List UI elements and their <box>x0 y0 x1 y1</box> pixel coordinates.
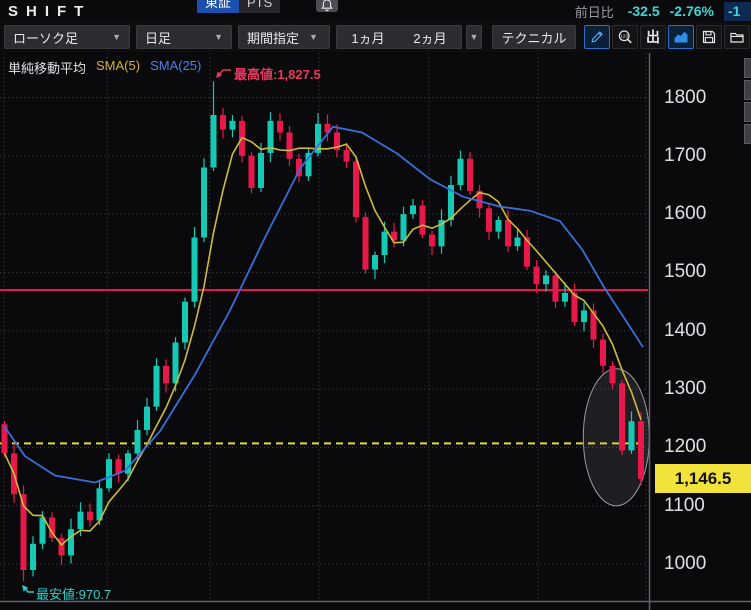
high-price-annotation: 最高値:1,827.5 <box>234 67 321 82</box>
period-1month-button[interactable]: 1ヵ月 <box>351 30 385 46</box>
period-select-button[interactable]: 期間指定 ▼ <box>238 25 330 49</box>
chart-type-select[interactable]: ローソク足 ▼ <box>4 25 130 49</box>
zoom-control-button[interactable] <box>744 124 751 144</box>
chart-style-button[interactable] <box>668 25 694 49</box>
timeframe-value: 日足 <box>145 30 172 46</box>
legend-sma5: SMA(5) <box>96 58 141 73</box>
low-price-annotation: 最安値:970.7 <box>36 587 112 602</box>
draw-tool-button[interactable] <box>584 25 610 49</box>
stock-name: SHIFT <box>8 3 92 20</box>
svg-text:123: 123 <box>620 33 628 38</box>
pencil-icon <box>591 31 603 43</box>
chart-toolbar: ローソク足 ▼ 日足 ▼ 期間指定 ▼ 1ヵ月 2ヵ月 ▼ テクニカル <box>0 22 751 52</box>
y-axis-label: 1300 <box>664 378 707 400</box>
market-tab-tse[interactable]: 東証 <box>197 0 240 13</box>
zoom-control-button[interactable] <box>744 80 751 100</box>
search-123-icon: 123 <box>618 29 632 43</box>
chart-type-value: ローソク足 <box>13 30 79 46</box>
prev-day-change-value: -32.5 <box>627 3 660 19</box>
y-axis-label: 1200 <box>664 436 707 458</box>
save-chart-button[interactable] <box>696 25 722 49</box>
chevron-down-icon: ▼ <box>214 32 223 42</box>
clipped-change-badge: -1 <box>724 1 751 21</box>
export-button[interactable]: 出 <box>640 25 666 49</box>
area-chart-icon <box>674 31 688 43</box>
prev-day-change-group: 前日比 -32.5 -2.76% -1 <box>575 0 751 22</box>
legend-sma25: SMA(25) <box>150 58 202 73</box>
zoom-control-button[interactable] <box>744 102 751 122</box>
current-price-tag: 1,146.5 <box>655 464 751 493</box>
y-axis-label: 1500 <box>664 261 707 283</box>
period-2month-button[interactable]: 2ヵ月 <box>413 30 447 46</box>
save-icon <box>702 30 716 44</box>
y-axis-label: 1700 <box>664 144 707 166</box>
period-more-dropdown[interactable]: ▼ <box>466 25 482 49</box>
value-zoom-button[interactable]: 123 <box>612 25 638 49</box>
alert-bell-button[interactable] <box>316 0 338 12</box>
technical-label: テクニカル <box>501 30 567 46</box>
y-axis-label: 1000 <box>664 553 707 575</box>
prev-day-label: 前日比 <box>574 4 614 20</box>
y-axis-label: 1400 <box>664 319 707 341</box>
export-icon: 出 <box>646 29 660 45</box>
prev-day-change-percent: -2.76% <box>669 3 714 19</box>
folder-icon <box>730 32 744 43</box>
y-axis-label: 1600 <box>664 203 707 225</box>
chevron-down-icon: ▼ <box>112 32 121 42</box>
technical-button[interactable]: テクニカル <box>492 25 576 49</box>
chevron-down-icon: ▼ <box>469 32 479 42</box>
period-quick-group: 1ヵ月 2ヵ月 <box>336 25 462 49</box>
period-select-label: 期間指定 <box>247 30 300 46</box>
indicator-legend[interactable]: 単純移動平均 SMA(5) SMA(25) <box>8 58 201 77</box>
bell-icon <box>321 0 333 12</box>
chevron-down-icon: ▼ <box>309 32 318 42</box>
header-bar: SHIFT 東証 PTS 前日比 -32.5 -2.76% -1 <box>0 0 751 22</box>
market-tab-pts[interactable]: PTS <box>239 0 281 13</box>
legend-title: 単純移動平均 <box>8 61 87 76</box>
y-axis-label: 1100 <box>664 494 705 516</box>
open-chart-button[interactable] <box>724 25 750 49</box>
zoom-control-button[interactable] <box>744 58 751 78</box>
market-toggle[interactable]: 東証 PTS <box>197 0 281 13</box>
y-axis-label: 1800 <box>664 86 707 108</box>
timeframe-select[interactable]: 日足 ▼ <box>136 25 232 49</box>
